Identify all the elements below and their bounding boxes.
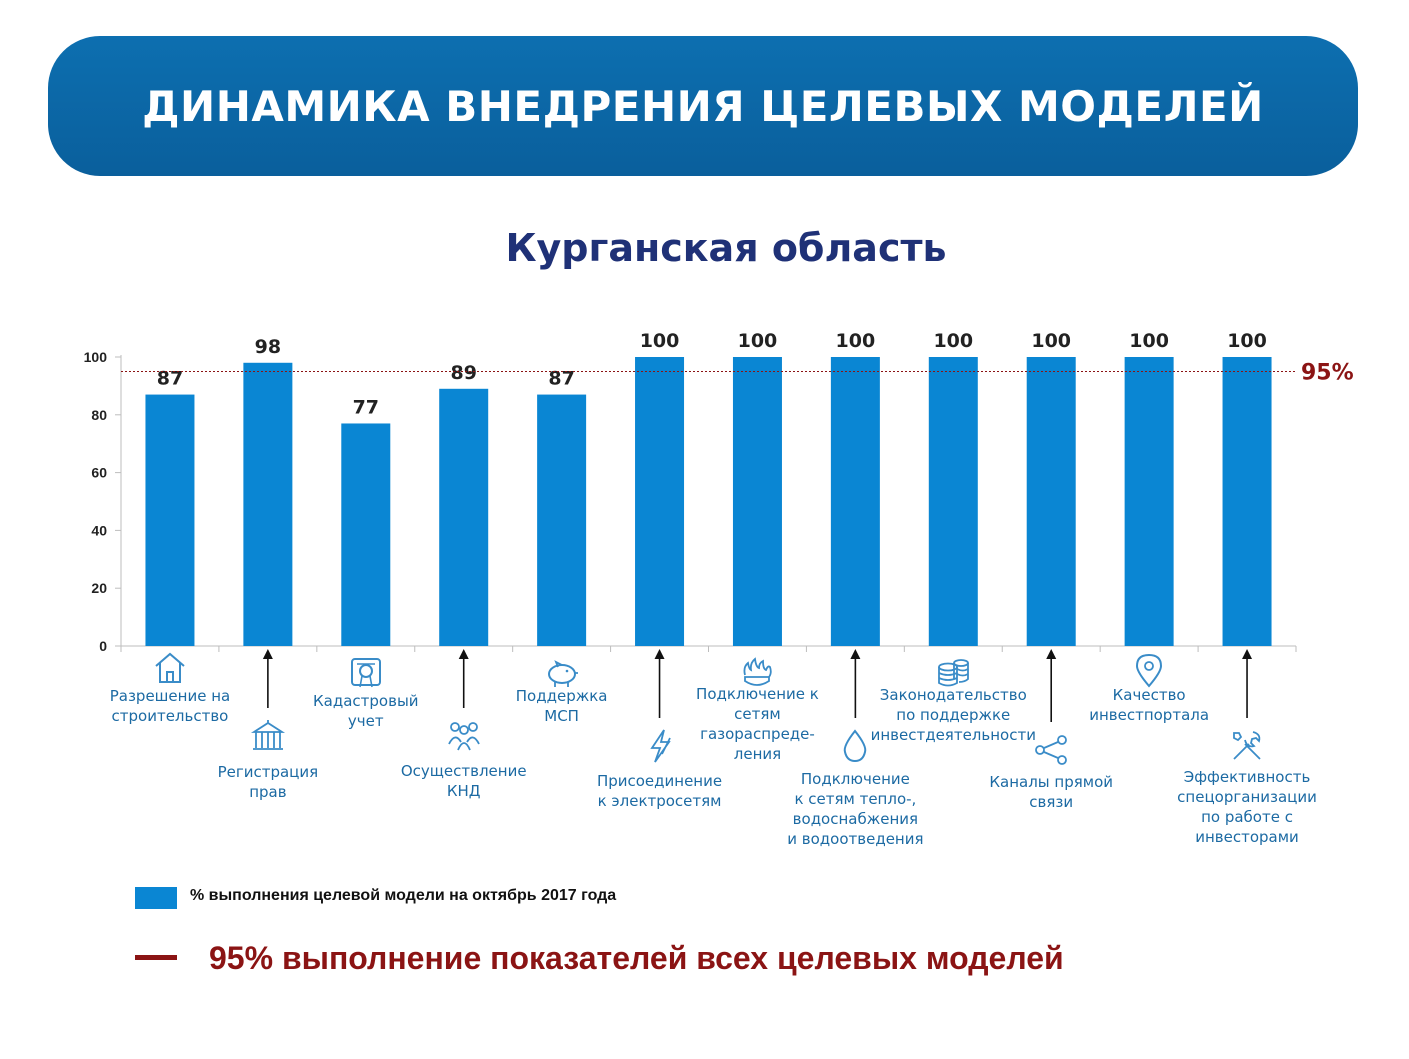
bar-value-label: 100 xyxy=(738,330,778,352)
bar xyxy=(145,394,195,646)
legend-label-bars: % выполнения целевой модели на октябрь 2… xyxy=(190,887,617,904)
bar xyxy=(1026,357,1076,646)
tools-icon xyxy=(1229,728,1265,769)
people-group-icon xyxy=(446,718,482,759)
y-tick-label: 100 xyxy=(84,349,108,365)
pointer-arrow-head xyxy=(1242,649,1253,659)
share-network-icon xyxy=(1033,732,1069,773)
header-banner: ДИНАМИКА ВНЕДРЕНИЯ ЦЕЛЕВЫХ МОДЕЛЕЙ xyxy=(48,36,1358,176)
pointer-arrow-head xyxy=(1046,649,1057,659)
category-label: Законодательство по поддержке инвестдеят… xyxy=(870,686,1036,744)
legend-label-target: 95% выполнение показателей всех целевых … xyxy=(209,940,1064,976)
legend-swatch-target xyxy=(135,955,177,960)
legend-swatch-bars xyxy=(135,887,177,909)
y-tick-label: 80 xyxy=(91,407,107,423)
water-drop-icon xyxy=(837,728,873,769)
y-tick-label: 20 xyxy=(91,580,107,596)
house-icon xyxy=(152,650,188,691)
bar-value-label: 87 xyxy=(157,368,183,390)
bar-value-label: 100 xyxy=(1227,330,1267,352)
bar xyxy=(439,388,489,646)
pointer-arrow-head xyxy=(262,649,273,659)
bar xyxy=(537,394,587,646)
bar-value-label: 100 xyxy=(1031,330,1071,352)
government-building-icon xyxy=(250,718,286,759)
certificate-icon xyxy=(348,655,384,696)
bar xyxy=(1124,357,1174,646)
bar xyxy=(341,423,391,646)
bar-value-label: 77 xyxy=(353,396,379,418)
pointer-arrow-head xyxy=(654,649,665,659)
pointer-arrow-head xyxy=(458,649,469,659)
bar-value-label: 98 xyxy=(255,336,281,358)
chart-subtitle: Курганская область xyxy=(505,226,947,270)
bar-value-label: 100 xyxy=(933,330,973,352)
page-title: ДИНАМИКА ВНЕДРЕНИЯ ЦЕЛЕВЫХ МОДЕЛЕЙ xyxy=(142,81,1264,131)
category-label: Кадастровый учет xyxy=(313,692,419,730)
y-tick-label: 0 xyxy=(99,638,107,654)
location-pin-icon xyxy=(1131,652,1167,693)
category-label: Поддержка МСП xyxy=(515,687,608,725)
category-label: Осуществление КНД xyxy=(400,762,527,800)
y-tick-label: 60 xyxy=(91,465,107,481)
category-label: Присоединение к электросетям xyxy=(596,772,723,810)
bar xyxy=(928,357,978,646)
category-label: Подключение к сетям тепло-, водоснабжени… xyxy=(787,770,924,848)
bar-value-label: 89 xyxy=(450,362,476,384)
bar xyxy=(732,357,782,646)
bar xyxy=(635,357,685,646)
bar xyxy=(243,362,293,646)
gas-flame-icon xyxy=(739,655,775,696)
category-label: Подключение к сетям газораспреде- ления xyxy=(696,685,819,763)
bar xyxy=(830,357,880,646)
category-label: Регистрация прав xyxy=(217,763,319,801)
bar xyxy=(1222,357,1272,646)
bar-value-label: 100 xyxy=(640,330,680,352)
bar-value-label: 100 xyxy=(1129,330,1169,352)
pointer-arrow-head xyxy=(850,649,861,659)
lightning-icon xyxy=(642,728,678,769)
bar-value-label: 100 xyxy=(836,330,876,352)
category-label: Качество инвестпортала xyxy=(1089,686,1210,724)
category-label: Каналы прямой связи xyxy=(989,773,1114,811)
coins-stack-icon xyxy=(935,655,971,696)
y-tick-label: 40 xyxy=(91,522,107,538)
piggy-bank-icon xyxy=(544,655,580,696)
category-label: Эффективность спецорганизации по работе … xyxy=(1177,768,1317,846)
bar-value-label: 87 xyxy=(548,368,574,390)
target-reference-label: 95% xyxy=(1301,360,1354,385)
category-label: Разрешение на строительство xyxy=(109,687,231,725)
